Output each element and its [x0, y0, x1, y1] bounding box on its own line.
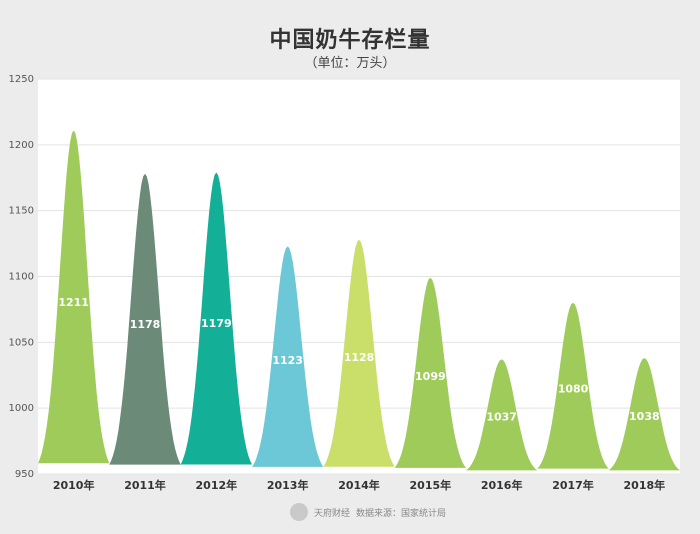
peak: [38, 130, 110, 464]
x-tick-label: 2016年: [481, 478, 523, 492]
peak: [466, 359, 538, 471]
y-tick-label: 1000: [9, 403, 34, 414]
x-axis: 2010年 2011年 2012年 2013年 2014年 2015年 2016年 2017年…: [53, 478, 665, 492]
data-label: 1179: [201, 317, 232, 330]
y-tick-label: 950: [15, 469, 34, 480]
data-label: 1038: [629, 410, 660, 423]
x-tick-label: 2014年: [338, 478, 380, 492]
y-axis: 950 1000 1050 1100 1150 1200 1250: [9, 74, 34, 480]
y-tick-label: 1150: [9, 206, 34, 217]
peak: [608, 358, 680, 471]
data-label: 1123: [272, 354, 303, 367]
data-label: 1037: [486, 411, 517, 424]
peak: [323, 239, 395, 467]
data-label: 1178: [130, 318, 161, 331]
source-text: 数据来源：国家统计局: [356, 508, 447, 519]
peak: [252, 246, 324, 467]
x-tick-label: 2017年: [552, 478, 594, 492]
source-note: 天府财经 数据来源：国家统计局: [290, 500, 446, 524]
chart-title: 中国奶牛存栏量: [269, 28, 431, 53]
brand-name: 天府财经: [314, 508, 351, 519]
peak: [394, 277, 466, 468]
x-tick-label: 2011年: [124, 478, 166, 492]
data-label: 1128: [344, 351, 375, 364]
x-tick-label: 2010年: [53, 478, 95, 492]
data-label: 1080: [558, 382, 589, 395]
peak: [537, 302, 609, 469]
x-tick-label: 2013年: [267, 478, 309, 492]
data-label: 1211: [58, 296, 89, 309]
series: 1211 1178 1179 1123 1128 1099 1037 1080 1038: [38, 130, 680, 471]
chart-subtitle: （单位：万头）: [304, 56, 396, 71]
x-tick-label: 2018年: [624, 478, 666, 492]
y-tick-label: 1050: [9, 337, 34, 348]
x-tick-label: 2015年: [410, 478, 452, 492]
x-tick-label: 2012年: [196, 478, 238, 492]
y-tick-label: 1200: [9, 140, 34, 151]
data-label: 1099: [415, 370, 446, 383]
peak: [109, 173, 181, 465]
y-tick-label: 1250: [9, 74, 34, 85]
brand-logo-icon: [290, 503, 308, 521]
peak: [180, 172, 252, 465]
y-tick-label: 1100: [9, 272, 34, 283]
